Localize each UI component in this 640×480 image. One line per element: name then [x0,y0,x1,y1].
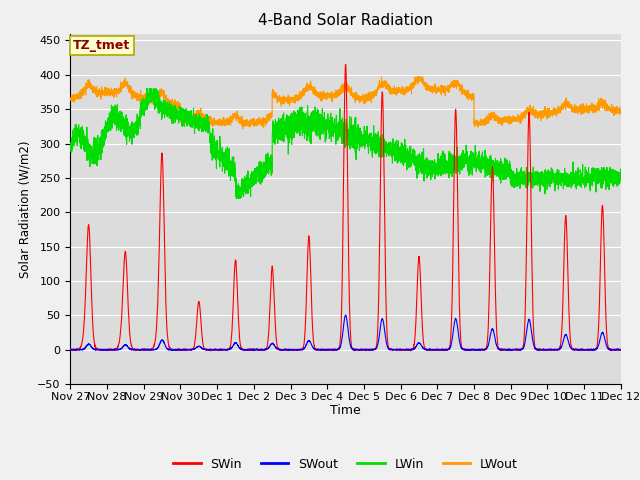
Title: 4-Band Solar Radiation: 4-Band Solar Radiation [258,13,433,28]
Text: TZ_tmet: TZ_tmet [73,39,131,52]
X-axis label: Time: Time [330,405,361,418]
Legend: SWin, SWout, LWin, LWout: SWin, SWout, LWin, LWout [168,453,523,476]
Y-axis label: Solar Radiation (W/m2): Solar Radiation (W/m2) [19,140,32,277]
